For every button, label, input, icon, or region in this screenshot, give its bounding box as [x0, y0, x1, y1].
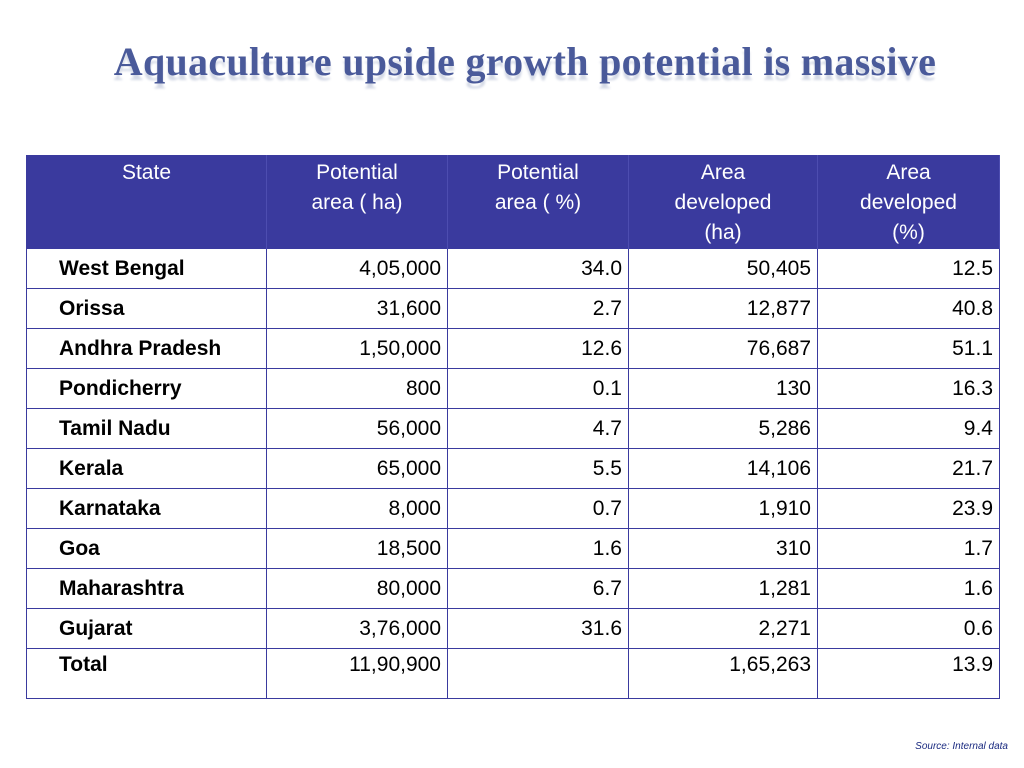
column-header-line: (ha): [704, 221, 742, 244]
value-cell: 0.6: [817, 608, 1000, 649]
value-cell: 1,281: [628, 568, 818, 609]
column-header-line: Area: [700, 161, 746, 184]
value-cell: 31,600: [266, 288, 448, 329]
table-row: Goa 18,500 1.6 310 1.7: [26, 528, 1000, 569]
column-header-0: State: [26, 155, 267, 249]
value-cell: 34.0: [447, 248, 629, 289]
table-row: Maharashtra 80,000 6.7 1,281 1.6: [26, 568, 1000, 609]
value-cell: 3,76,000: [266, 608, 448, 649]
value-cell: 2.7: [447, 288, 629, 329]
value-cell: 8,000: [266, 488, 448, 529]
column-header-line: (%): [892, 221, 925, 244]
aquaculture-table: State Potential area ( ha) Potential area ( …: [26, 155, 1000, 699]
value-cell: 4,05,000: [266, 248, 448, 289]
value-cell: 14,106: [628, 448, 818, 489]
value-cell: 4.7: [447, 408, 629, 449]
value-cell: 16.3: [817, 368, 1000, 409]
column-header-1: Potential area ( ha): [266, 155, 448, 249]
value-cell: 1,910: [628, 488, 818, 529]
value-cell: 5.5: [447, 448, 629, 489]
value-cell: 130: [628, 368, 818, 409]
page-title: Aquaculture upside growth potential is m…: [113, 39, 937, 84]
column-header-line: State: [121, 161, 172, 184]
column-header-4: Area developed (%): [817, 155, 1000, 249]
value-cell: 5,286: [628, 408, 818, 449]
table-row: Karnataka 8,000 0.7 1,910 23.9: [26, 488, 1000, 529]
state-name-cell: Goa: [26, 528, 267, 569]
value-cell: 0.7: [447, 488, 629, 529]
source-note: Source: Internal data: [915, 741, 1008, 752]
table-row: Kerala 65,000 5.5 14,106 21.7: [26, 448, 1000, 489]
state-name-cell: Gujarat: [26, 608, 267, 649]
value-cell: 18,500: [266, 528, 448, 569]
column-header-2: Potential area ( %): [447, 155, 629, 249]
table-body: West Bengal 4,05,000 34.0 50,405 12.5 Orissa 3…: [26, 248, 1000, 699]
value-cell: 23.9: [817, 488, 1000, 529]
value-cell: 310: [628, 528, 818, 569]
table-row: Total 11,90,900 1,65,263 13.9: [26, 648, 1000, 699]
header-row: State Potential area ( ha) Potential area ( …: [26, 155, 1000, 249]
value-cell: 2,271: [628, 608, 818, 649]
column-header-line: Potential: [497, 161, 579, 184]
value-cell: 12,877: [628, 288, 818, 329]
column-header-line: area ( %): [494, 191, 582, 214]
column-header-line: Area: [886, 161, 931, 184]
column-header-line: area ( ha): [311, 191, 403, 214]
value-cell: 1,50,000: [266, 328, 448, 369]
value-cell: 31.6: [447, 608, 629, 649]
table-row: Tamil Nadu 56,000 4.7 5,286 9.4: [26, 408, 1000, 449]
table-row: Andhra Pradesh 1,50,000 12.6 76,687 51.1: [26, 328, 1000, 369]
table-row: Gujarat 3,76,000 31.6 2,271 0.6: [26, 608, 1000, 649]
state-name-cell: Orissa: [26, 288, 267, 329]
value-cell: [447, 648, 629, 699]
value-cell: 6.7: [447, 568, 629, 609]
state-name-cell: Pondicherry: [26, 368, 267, 409]
state-name-cell: Total: [26, 648, 267, 699]
value-cell: 40.8: [817, 288, 1000, 329]
table-row: West Bengal 4,05,000 34.0 50,405 12.5: [26, 248, 1000, 289]
value-cell: 13.9: [817, 648, 1000, 699]
value-cell: 65,000: [266, 448, 448, 489]
state-name-cell: Kerala: [26, 448, 267, 489]
value-cell: 12.5: [817, 248, 1000, 289]
column-header-line: Potential: [316, 161, 398, 184]
value-cell: 1,65,263: [628, 648, 818, 699]
value-cell: 11,90,900: [266, 648, 448, 699]
state-name-cell: Maharashtra: [26, 568, 267, 609]
value-cell: 1.7: [817, 528, 1000, 569]
value-cell: 1.6: [447, 528, 629, 569]
value-cell: 1.6: [817, 568, 1000, 609]
table-row: Pondicherry 800 0.1 130 16.3: [26, 368, 1000, 409]
value-cell: 9.4: [817, 408, 1000, 449]
value-cell: 51.1: [817, 328, 1000, 369]
value-cell: 56,000: [266, 408, 448, 449]
column-header-line: developed: [860, 191, 957, 214]
state-name-cell: Karnataka: [26, 488, 267, 529]
table-row: Orissa 31,600 2.7 12,877 40.8: [26, 288, 1000, 329]
state-name-cell: West Bengal: [26, 248, 267, 289]
value-cell: 50,405: [628, 248, 818, 289]
value-cell: 80,000: [266, 568, 448, 609]
state-name-cell: Andhra Pradesh: [26, 328, 267, 369]
value-cell: 12.6: [447, 328, 629, 369]
value-cell: 0.1: [447, 368, 629, 409]
value-cell: 800: [266, 368, 448, 409]
column-header-3: Area developed (ha): [628, 155, 818, 249]
state-name-cell: Tamil Nadu: [26, 408, 267, 449]
value-cell: 21.7: [817, 448, 1000, 489]
value-cell: 76,687: [628, 328, 818, 369]
column-header-line: developed: [674, 191, 772, 214]
